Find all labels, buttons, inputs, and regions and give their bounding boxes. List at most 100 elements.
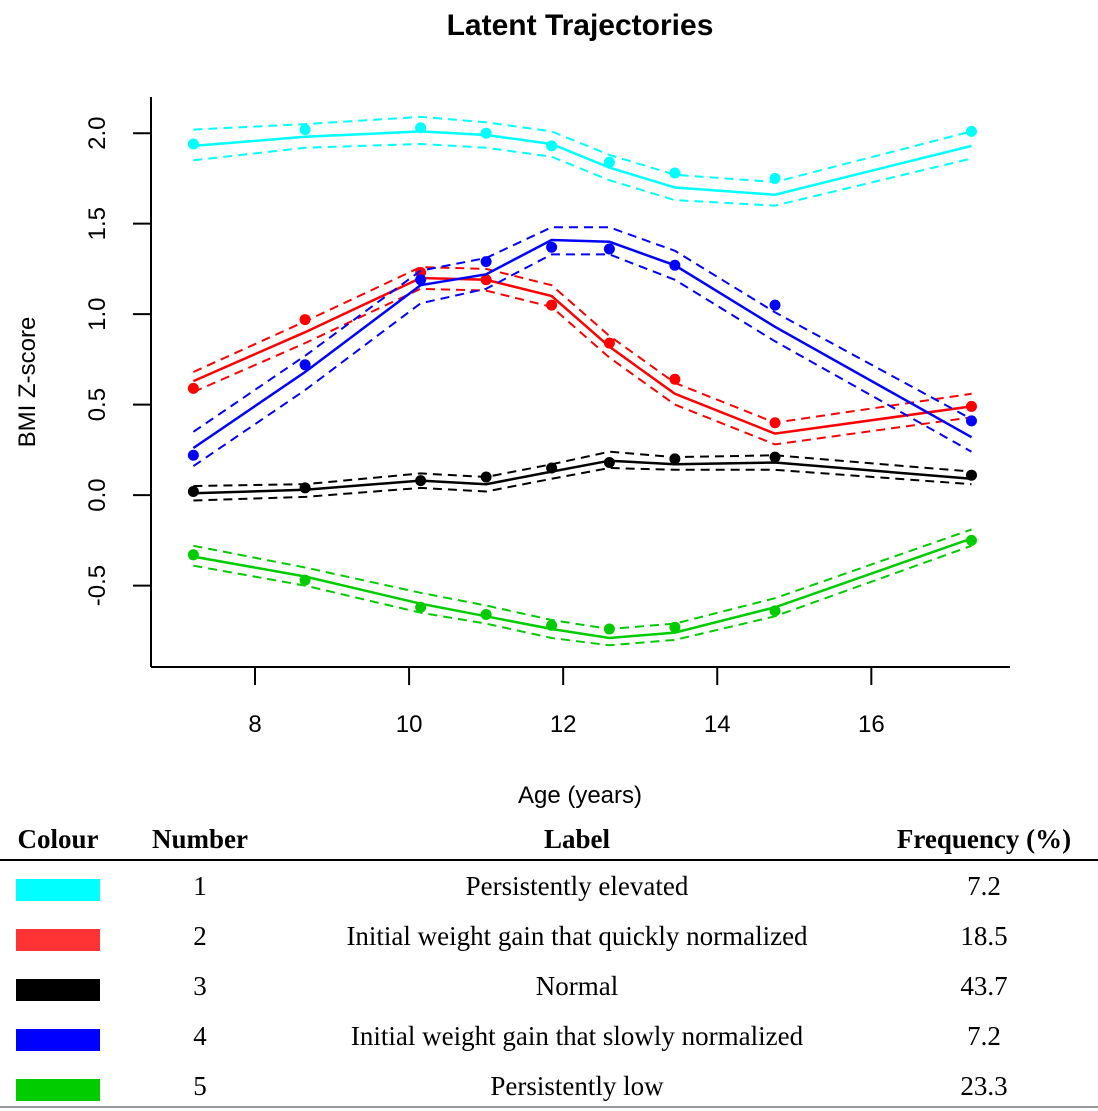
series-4-fitted-line — [192, 238, 973, 450]
series-4-point — [415, 274, 427, 286]
x-tick-label: 16 — [858, 711, 885, 738]
series-1-point — [965, 125, 977, 137]
legend-row: 3 Normal 43.7 — [0, 961, 1098, 1011]
legend-header-row: Colour Number Label Frequency (%) — [0, 818, 1098, 861]
series-3-lower-bound — [193, 466, 972, 502]
series-1-point — [546, 140, 558, 152]
y-tick-label: 0.5 — [84, 388, 111, 421]
series-1-point — [299, 124, 311, 136]
series-5-point — [965, 534, 977, 546]
x-tick-label: 12 — [550, 711, 577, 738]
series-2-point — [769, 417, 781, 429]
colour-swatch — [16, 1028, 100, 1051]
series-3-point — [546, 462, 558, 474]
series-4-upper-bound — [192, 226, 972, 433]
series-5-point — [187, 549, 199, 561]
series-1 — [187, 115, 977, 207]
series-1-lower-bound — [193, 142, 972, 207]
series-2-point — [299, 314, 311, 326]
series-4-point — [965, 415, 977, 427]
series-3-point — [480, 471, 492, 483]
label-cell: Initial weight gain that slowly normaliz… — [350, 1020, 804, 1051]
number-cell: 4 — [193, 1020, 207, 1051]
colour-cell — [0, 1011, 116, 1061]
frequency-cell: 7.2 — [967, 870, 1001, 901]
series-4-point — [669, 259, 681, 271]
y-tick-label: 1.0 — [84, 297, 111, 330]
number-cell: 3 — [193, 970, 207, 1001]
number-cell: 2 — [193, 920, 207, 951]
series-4-point — [187, 449, 199, 461]
colour-cell — [0, 911, 116, 961]
series-3-point — [299, 482, 311, 494]
frequency-cell: 18.5 — [960, 920, 1008, 951]
legend-row: 5 Persistently low 23.3 — [0, 1061, 1098, 1111]
legend-table: Colour Number Label Frequency (%) 1 Pers… — [0, 818, 1098, 1111]
series-1-point — [187, 138, 199, 150]
frequency-cell: 43.7 — [960, 970, 1008, 1001]
header-number: Number — [116, 818, 284, 861]
series-5 — [187, 528, 977, 647]
series-3-point — [415, 475, 427, 487]
series-3 — [187, 450, 977, 502]
y-tick-label: 2.0 — [84, 117, 111, 150]
y-tick-label: 0.0 — [84, 478, 111, 511]
series-1-point — [669, 167, 681, 179]
series-2-point — [603, 337, 615, 349]
header-label: Label — [284, 818, 870, 861]
colour-swatch — [16, 878, 100, 901]
series-5-point — [603, 623, 615, 635]
legend-row: 1 Persistently elevated 7.2 — [0, 860, 1098, 911]
y-axis-ticks: -0.5 0.0 0.5 1.0 1.5 2.0 — [84, 117, 151, 606]
x-axis-label: Age (years) — [518, 782, 642, 809]
series-1-point — [415, 122, 427, 134]
series-2-point — [187, 382, 199, 394]
series-2-point — [480, 274, 492, 286]
series-3-point — [187, 485, 199, 497]
series-3-point — [965, 469, 977, 481]
frequency-cell: 23.3 — [960, 1070, 1008, 1101]
series-4-lower-bound — [192, 253, 972, 467]
series-1-point — [480, 127, 492, 139]
number-cell: 1 — [193, 870, 207, 901]
series-3-point — [603, 457, 615, 469]
x-tick-label: 8 — [248, 711, 261, 738]
series-1-point — [603, 156, 615, 168]
legend-row: 2 Initial weight gain that quickly norma… — [0, 911, 1098, 961]
colour-swatch — [16, 928, 100, 951]
y-tick-label: 1.5 — [84, 207, 111, 240]
label-cell: Normal — [535, 970, 619, 1001]
label-cell: Persistently elevated — [465, 870, 689, 901]
trajectory-chart: Latent Trajectories 8 10 12 14 16 -0.5 0.0 0.5… — [14, 9, 1010, 809]
series-3-point — [669, 453, 681, 465]
series-5-point — [546, 619, 558, 631]
x-tick-label: 10 — [396, 711, 423, 738]
x-tick-label: 14 — [704, 711, 731, 738]
header-frequency: Frequency (%) — [870, 818, 1098, 861]
series-1-point — [769, 172, 781, 184]
label-cell: Persistently low — [490, 1070, 664, 1101]
header-colour: Colour — [0, 818, 116, 861]
series-2-fitted-line — [192, 276, 972, 435]
series-5-point — [480, 609, 492, 621]
x-axis-ticks: 8 10 12 14 16 — [248, 667, 885, 738]
colour-cell — [0, 961, 116, 1011]
series-5-point — [415, 601, 427, 613]
series-2-upper-bound — [192, 266, 972, 424]
legend-row: 4 Initial weight gain that slowly normal… — [0, 1011, 1098, 1061]
series-4 — [187, 226, 977, 467]
series-1-upper-bound — [193, 115, 972, 184]
series-4-point — [603, 243, 615, 255]
series-5-point — [669, 621, 681, 633]
colour-swatch — [16, 978, 100, 1001]
series-2-point — [669, 373, 681, 385]
series-3-point — [769, 451, 781, 463]
plot-area — [187, 115, 977, 647]
table-bottom-rule — [0, 1106, 1098, 1108]
series-5-lower-bound — [193, 544, 972, 647]
series-4-point — [480, 256, 492, 268]
series-5-point — [299, 574, 311, 586]
number-cell: 5 — [193, 1070, 207, 1101]
series-5-point — [769, 605, 781, 617]
series-1-fitted-line — [193, 130, 972, 196]
